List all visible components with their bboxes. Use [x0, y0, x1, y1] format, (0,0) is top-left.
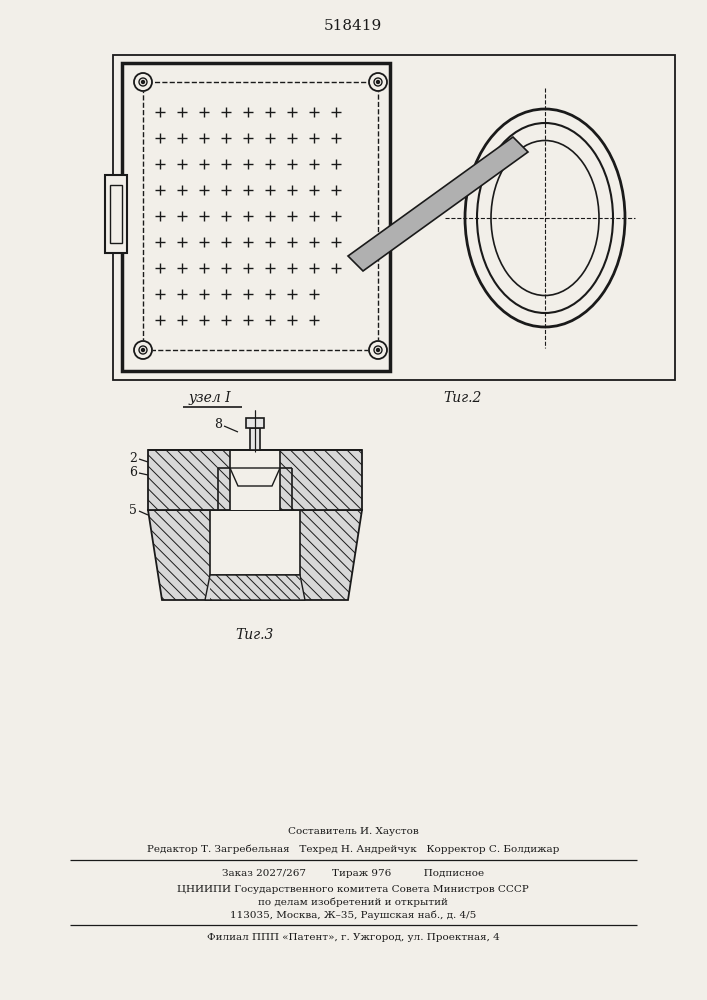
- Circle shape: [139, 346, 147, 354]
- Bar: [122, 63, 390, 371]
- Polygon shape: [205, 575, 305, 600]
- Text: 2: 2: [129, 452, 137, 464]
- Text: ЦНИИПИ Государственного комитета Совета Министров СССР: ЦНИИПИ Государственного комитета Совета …: [177, 884, 529, 894]
- Polygon shape: [230, 468, 280, 486]
- Text: Заказ 2027/267        Тираж 976          Подписное: Заказ 2027/267 Тираж 976 Подписное: [222, 869, 484, 879]
- Text: 5: 5: [129, 504, 137, 516]
- Circle shape: [377, 81, 380, 84]
- Circle shape: [369, 73, 387, 91]
- Text: Редактор Т. Загребельная   Техред Н. Андрейчук   Корректор С. Болдижар: Редактор Т. Загребельная Техред Н. Андре…: [147, 844, 559, 854]
- Text: 6: 6: [129, 466, 137, 479]
- Circle shape: [141, 81, 144, 84]
- Circle shape: [374, 346, 382, 354]
- Text: узел I: узел I: [189, 391, 231, 405]
- Bar: [143, 82, 378, 350]
- Text: по делам изобретений и открытий: по делам изобретений и открытий: [258, 897, 448, 907]
- Circle shape: [369, 341, 387, 359]
- Ellipse shape: [491, 140, 599, 296]
- Text: 8: 8: [214, 418, 222, 432]
- Circle shape: [377, 349, 380, 352]
- Circle shape: [141, 349, 144, 352]
- Ellipse shape: [465, 109, 625, 327]
- Ellipse shape: [477, 123, 613, 313]
- Bar: [250, 428, 260, 450]
- Circle shape: [374, 78, 382, 86]
- Bar: [246, 418, 264, 428]
- Text: Τиг.3: Τиг.3: [236, 628, 274, 642]
- Text: Составитель И. Хаустов: Составитель И. Хаустов: [288, 828, 419, 836]
- Polygon shape: [348, 137, 528, 271]
- Polygon shape: [148, 510, 362, 600]
- Text: Τиг.2: Τиг.2: [444, 391, 482, 405]
- Bar: [105, 175, 127, 253]
- Text: 113035, Москва, Ж–35, Раушская наб., д. 4/5: 113035, Москва, Ж–35, Раушская наб., д. …: [230, 910, 476, 920]
- Text: 518419: 518419: [324, 19, 382, 33]
- Circle shape: [139, 78, 147, 86]
- Text: Филиал ППП «Патент», г. Ужгород, ул. Проектная, 4: Филиал ППП «Патент», г. Ужгород, ул. Про…: [206, 934, 499, 942]
- Bar: [110, 185, 122, 243]
- Polygon shape: [230, 450, 280, 510]
- Polygon shape: [148, 450, 362, 510]
- Polygon shape: [210, 510, 300, 575]
- Circle shape: [134, 73, 152, 91]
- Circle shape: [134, 341, 152, 359]
- Bar: [113, 55, 675, 380]
